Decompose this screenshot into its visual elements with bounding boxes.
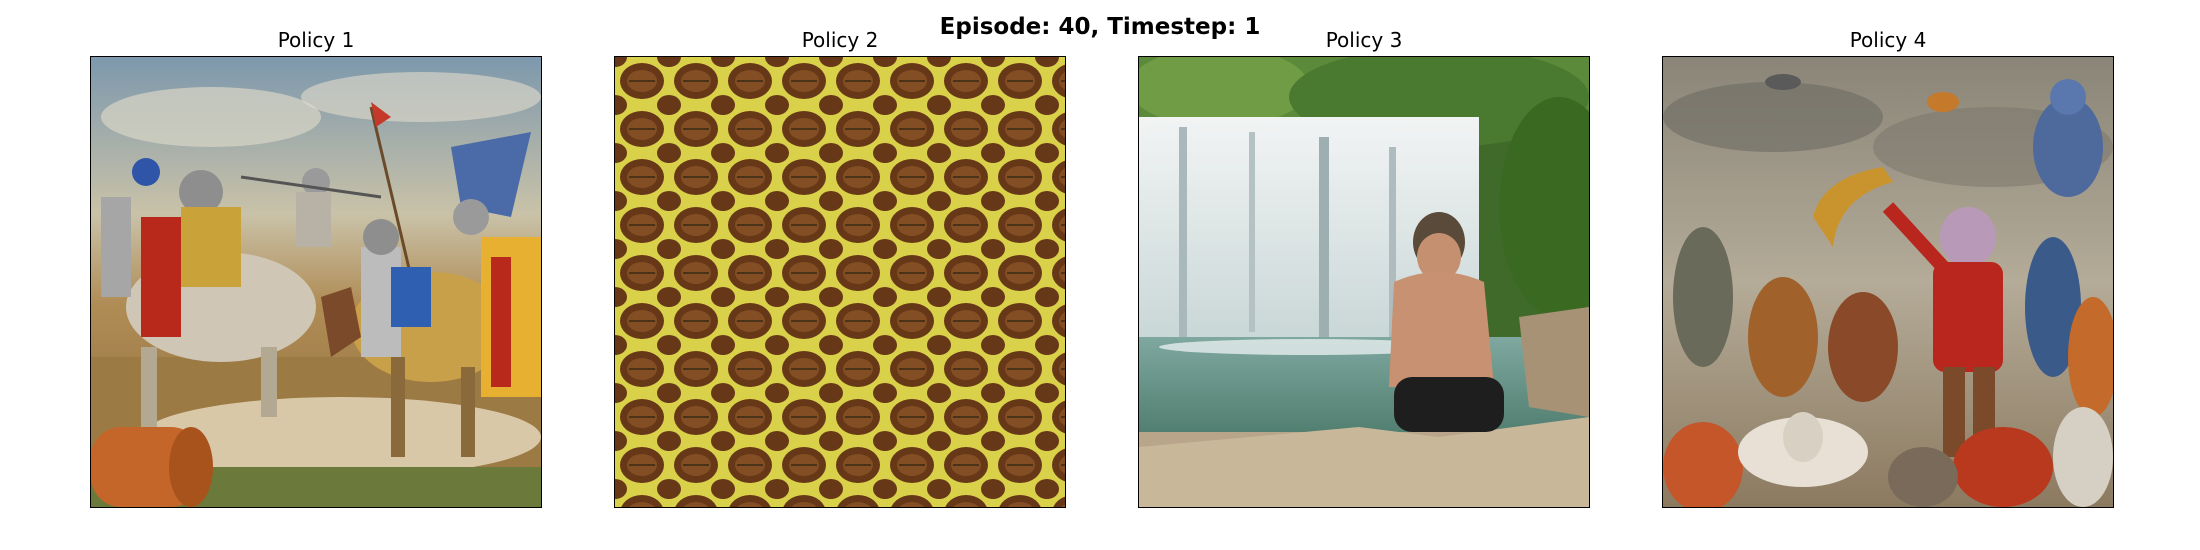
policy-panel-4: Policy 4 <box>1662 0 2114 550</box>
panel-title: Policy 2 <box>801 28 879 52</box>
surreal-creatures-image <box>1662 56 2114 508</box>
waterfall-image <box>1138 56 1590 508</box>
policy-panel-3: Policy 3 <box>1138 0 1590 550</box>
panel-title: Policy 3 <box>1325 28 1403 52</box>
policy-panel-2: Policy 2 <box>614 0 1066 550</box>
policy-panel-1: Policy 1 <box>90 0 542 550</box>
panel-title: Policy 4 <box>1849 28 1927 52</box>
figure-title: Episode: 40, Timestep: 1 <box>939 14 1261 40</box>
panel-title: Policy 1 <box>277 28 355 52</box>
cellular-pattern-image <box>614 56 1066 508</box>
knights-battle-image <box>90 56 542 508</box>
